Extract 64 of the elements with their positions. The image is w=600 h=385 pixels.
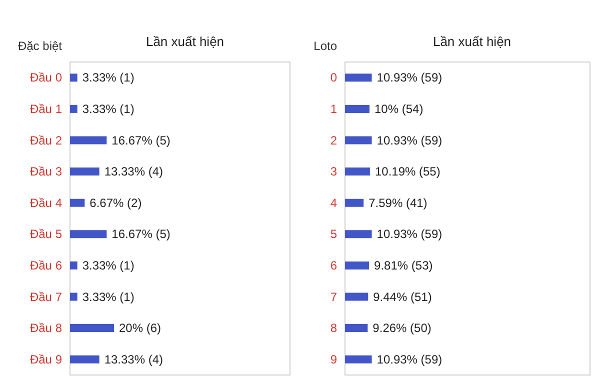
data-label: 10.93% (59) <box>376 70 442 85</box>
y-tick-label: 6 <box>330 258 338 272</box>
data-label: 13.33% (4) <box>104 164 164 179</box>
data-label: 10% (54) <box>374 102 424 116</box>
bar <box>345 324 368 332</box>
bar <box>70 355 100 364</box>
bar <box>70 136 107 144</box>
y-tick-label: Đầu 7 <box>30 290 62 304</box>
bar <box>345 261 370 270</box>
bar <box>345 355 372 364</box>
data-label: 10.19% (55) <box>374 164 440 179</box>
bar <box>345 198 364 207</box>
data-label: 9.44% (51) <box>373 290 432 304</box>
data-label: 9.26% (50) <box>372 321 432 336</box>
y-axis-title: Đặc biệt <box>18 39 63 53</box>
data-label: 13.33% (4) <box>104 352 164 366</box>
data-label: 16.67% (5) <box>112 227 170 242</box>
y-tick-label: Đầu 8 <box>30 321 62 336</box>
y-axis-title: Loto <box>314 39 338 53</box>
bar <box>345 136 372 144</box>
data-label: 3.33% (1) <box>82 70 134 85</box>
data-label: 9.81% (53) <box>374 258 433 272</box>
y-tick-label: 0 <box>330 70 338 85</box>
y-tick-label: 8 <box>330 321 338 336</box>
y-tick-label: 7 <box>330 290 338 304</box>
data-label: 6.67% (2) <box>90 196 142 210</box>
data-label: 3.33% (1) <box>82 258 134 272</box>
bar <box>345 168 370 176</box>
bar <box>70 74 78 82</box>
y-tick-label: Đầu 4 <box>30 196 62 210</box>
y-tick-label: Đầu 6 <box>30 258 62 272</box>
data-label: 3.33% (1) <box>82 290 134 304</box>
y-tick-label: 5 <box>330 227 338 242</box>
y-tick-label: Đầu 9 <box>30 352 62 366</box>
data-label: 3.33% (1) <box>82 102 134 116</box>
bar <box>70 104 78 113</box>
bar <box>70 230 107 238</box>
y-tick-label: Đầu 0 <box>30 70 62 85</box>
y-tick-label: 9 <box>330 352 338 366</box>
data-label: 20% (6) <box>119 321 162 336</box>
bar <box>70 168 100 176</box>
data-label: 7.59% (41) <box>368 196 428 210</box>
y-tick-label: 2 <box>330 133 338 148</box>
y-tick-label: Đầu 5 <box>30 227 62 242</box>
y-tick-label: 3 <box>330 164 338 179</box>
bar <box>70 324 114 332</box>
bar <box>70 292 78 301</box>
bar <box>70 198 85 207</box>
y-tick-label: 4 <box>330 196 338 210</box>
y-tick-label: 1 <box>330 102 338 116</box>
bar <box>345 292 368 301</box>
data-label: 10.93% (59) <box>376 227 442 242</box>
bar <box>345 104 370 113</box>
data-label: 16.67% (5) <box>112 133 170 148</box>
data-label: 10.93% (59) <box>376 352 442 366</box>
bar <box>345 74 372 82</box>
bar <box>70 261 78 270</box>
y-tick-label: Đầu 1 <box>30 102 62 116</box>
y-tick-label: Đầu 2 <box>30 133 62 148</box>
data-label: 10.93% (59) <box>376 133 442 148</box>
y-tick-label: Đầu 3 <box>30 164 62 179</box>
chart-title: Lần xuất hiện <box>146 34 224 49</box>
bar <box>345 230 372 238</box>
chart-title: Lần xuất hiện <box>432 34 512 49</box>
